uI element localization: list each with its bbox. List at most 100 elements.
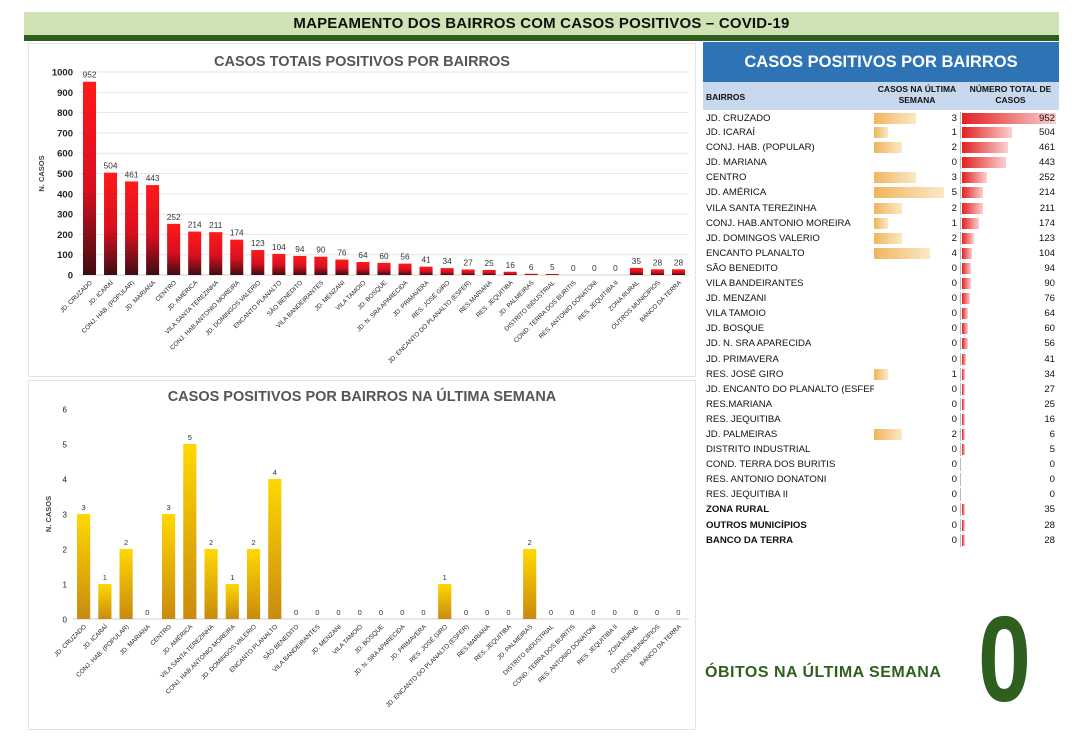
week-data-bar	[874, 368, 888, 380]
row-bairro-name: COND. TERRA DOS BURITIS	[706, 459, 836, 471]
data-label-jd-cruzado: 952	[83, 70, 97, 80]
total-data-bar	[962, 413, 965, 425]
total-data-bar	[962, 504, 966, 516]
bar-jd-icarai	[104, 172, 118, 275]
row-total-value: 76	[1044, 293, 1055, 305]
bar-jd-mariana	[146, 185, 160, 275]
data-label-jd-mariana: 443	[146, 173, 160, 183]
bar-vila-tamoio	[356, 262, 370, 275]
data-label-zona-rural: 35	[632, 256, 642, 266]
row-week-value: 0	[951, 262, 957, 274]
row-bairro-name: JD. CRUZADO	[706, 113, 771, 124]
y-tick-label: 1000	[52, 68, 73, 79]
row-week-value: 0	[951, 413, 957, 425]
row-total-value: 252	[1038, 172, 1055, 184]
total-data-bar	[962, 293, 970, 305]
row-total-cell: 35	[962, 503, 1058, 516]
total-data-bar	[962, 187, 984, 199]
table-row: DISTRITO INDUSTRIAL 0 5	[703, 442, 1059, 457]
row-week-cell: 0	[874, 412, 961, 426]
total-data-bar	[962, 444, 965, 456]
row-total-value: 34	[1044, 368, 1055, 380]
data-label-distrito-industrial: 5	[550, 262, 555, 272]
row-total-cell: 76	[962, 292, 1058, 305]
row-total-cell: 174	[962, 217, 1058, 230]
y-tick-label: 0	[68, 271, 73, 282]
y-tick-label: 2	[63, 546, 68, 555]
cases-table: CASOS POSITIVOS POR BAIRROS BAIRROS CASO…	[703, 42, 1059, 557]
total-data-bar	[962, 338, 968, 350]
row-week-value: 1	[951, 368, 957, 380]
data-label-jd-palmeiras: 6	[529, 262, 534, 272]
bar-outros-municipios	[650, 269, 664, 275]
row-week-value: 3	[951, 172, 957, 184]
data-label-vila-santa-terezinha: 2	[209, 538, 213, 547]
data-label-res-mariana: 25	[485, 258, 495, 268]
x-tick-label-sao-benedito: SÃO BENEDITO	[265, 278, 305, 318]
row-week-cell: 0	[874, 156, 961, 170]
row-total-cell: 504	[962, 126, 1058, 139]
week-data-bar	[874, 232, 902, 244]
row-bairro-name: VILA TAMOIO	[706, 308, 766, 320]
bar-sao-benedito	[293, 255, 307, 275]
row-bairro-name: CONJ. HAB. (POPULAR)	[706, 142, 815, 154]
data-label-jd-encanto-do-planalto-esfer: 0	[464, 608, 468, 617]
bar-conj-hab-popular	[119, 549, 133, 619]
row-total-value: 25	[1044, 398, 1055, 410]
row-total-cell: 252	[962, 171, 1058, 184]
table-row: JD. PALMEIRAS 2 6	[703, 427, 1059, 442]
data-label-conj-hab-antonio-moreira: 1	[230, 573, 234, 582]
row-week-value: 0	[951, 278, 957, 290]
row-total-value: 211	[1039, 202, 1055, 214]
table-row: COND. TERRA DOS BURITIS 0 0	[703, 457, 1059, 472]
row-bairro-name: RES.MARIANA	[706, 398, 773, 410]
table-row: JD. BOSQUE 0 60	[703, 321, 1059, 336]
data-label-jd-primavera: 41	[421, 255, 431, 265]
row-week-cell: 1	[874, 367, 961, 381]
row-total-value: 27	[1044, 383, 1055, 395]
total-cases-chart-title: CASOS TOTAIS POSITIVOS POR BAIRROS	[214, 54, 510, 70]
total-data-bar	[962, 308, 969, 320]
bar-jd-america	[183, 444, 197, 619]
data-label-jd-menzani: 0	[336, 608, 340, 617]
row-week-cell: 0	[874, 488, 961, 502]
row-week-cell: 0	[874, 397, 961, 411]
week-data-bar	[874, 113, 916, 124]
row-total-cell: 5	[962, 443, 1058, 456]
y-tick-label: 700	[57, 128, 73, 139]
row-total-cell: 16	[962, 413, 1058, 426]
bar-conj-hab-antonio-moreira	[230, 239, 244, 275]
data-label-centro: 3	[167, 503, 171, 512]
bar-distrito-industrial	[545, 273, 559, 275]
row-total-cell: 90	[962, 277, 1058, 290]
bar-res-mariana	[482, 269, 496, 275]
total-data-bar	[962, 323, 968, 335]
row-total-value: 104	[1038, 247, 1055, 259]
row-total-value: 94	[1044, 262, 1055, 274]
table-row: RES.MARIANA 0 25	[703, 397, 1059, 412]
obitos-value: 0	[978, 591, 1031, 727]
total-data-bar	[962, 368, 966, 380]
data-label-res-antonio-donatoni: 0	[591, 608, 595, 617]
row-total-cell: 41	[962, 353, 1058, 366]
table-row: JD. PRIMAVERA 0 41	[703, 352, 1059, 367]
cases-table-header: BAIRROS CASOS NA ÚLTIMA SEMANA NÚMERO TO…	[703, 82, 1059, 110]
data-label-jd-primavera: 0	[421, 608, 425, 617]
data-label-jd-palmeiras: 2	[528, 538, 532, 547]
data-label-encanto-planalto: 104	[272, 242, 286, 252]
row-week-cell: 1	[874, 126, 961, 140]
bar-jd-america	[188, 231, 202, 275]
row-week-cell: 2	[874, 427, 961, 441]
week-data-bar	[874, 428, 902, 440]
data-label-banco-da-terra: 0	[676, 608, 680, 617]
row-total-value: 0	[1049, 489, 1055, 501]
data-label-conj-hab-antonio-moreira: 174	[230, 228, 244, 238]
total-data-bar	[962, 172, 987, 184]
page-title: MAPEAMENTO DOS BAIRROS COM CASOS POSITIV…	[293, 15, 790, 32]
bar-vila-santa-terezinha	[209, 232, 223, 275]
data-label-vila-bandeirantes: 0	[315, 608, 319, 617]
week-data-bar	[874, 202, 902, 214]
col-header-total: NÚMERO TOTAL DE CASOS	[969, 84, 1052, 105]
row-total-cell: 94	[962, 262, 1058, 275]
bar-jd-cruzado	[82, 81, 97, 275]
